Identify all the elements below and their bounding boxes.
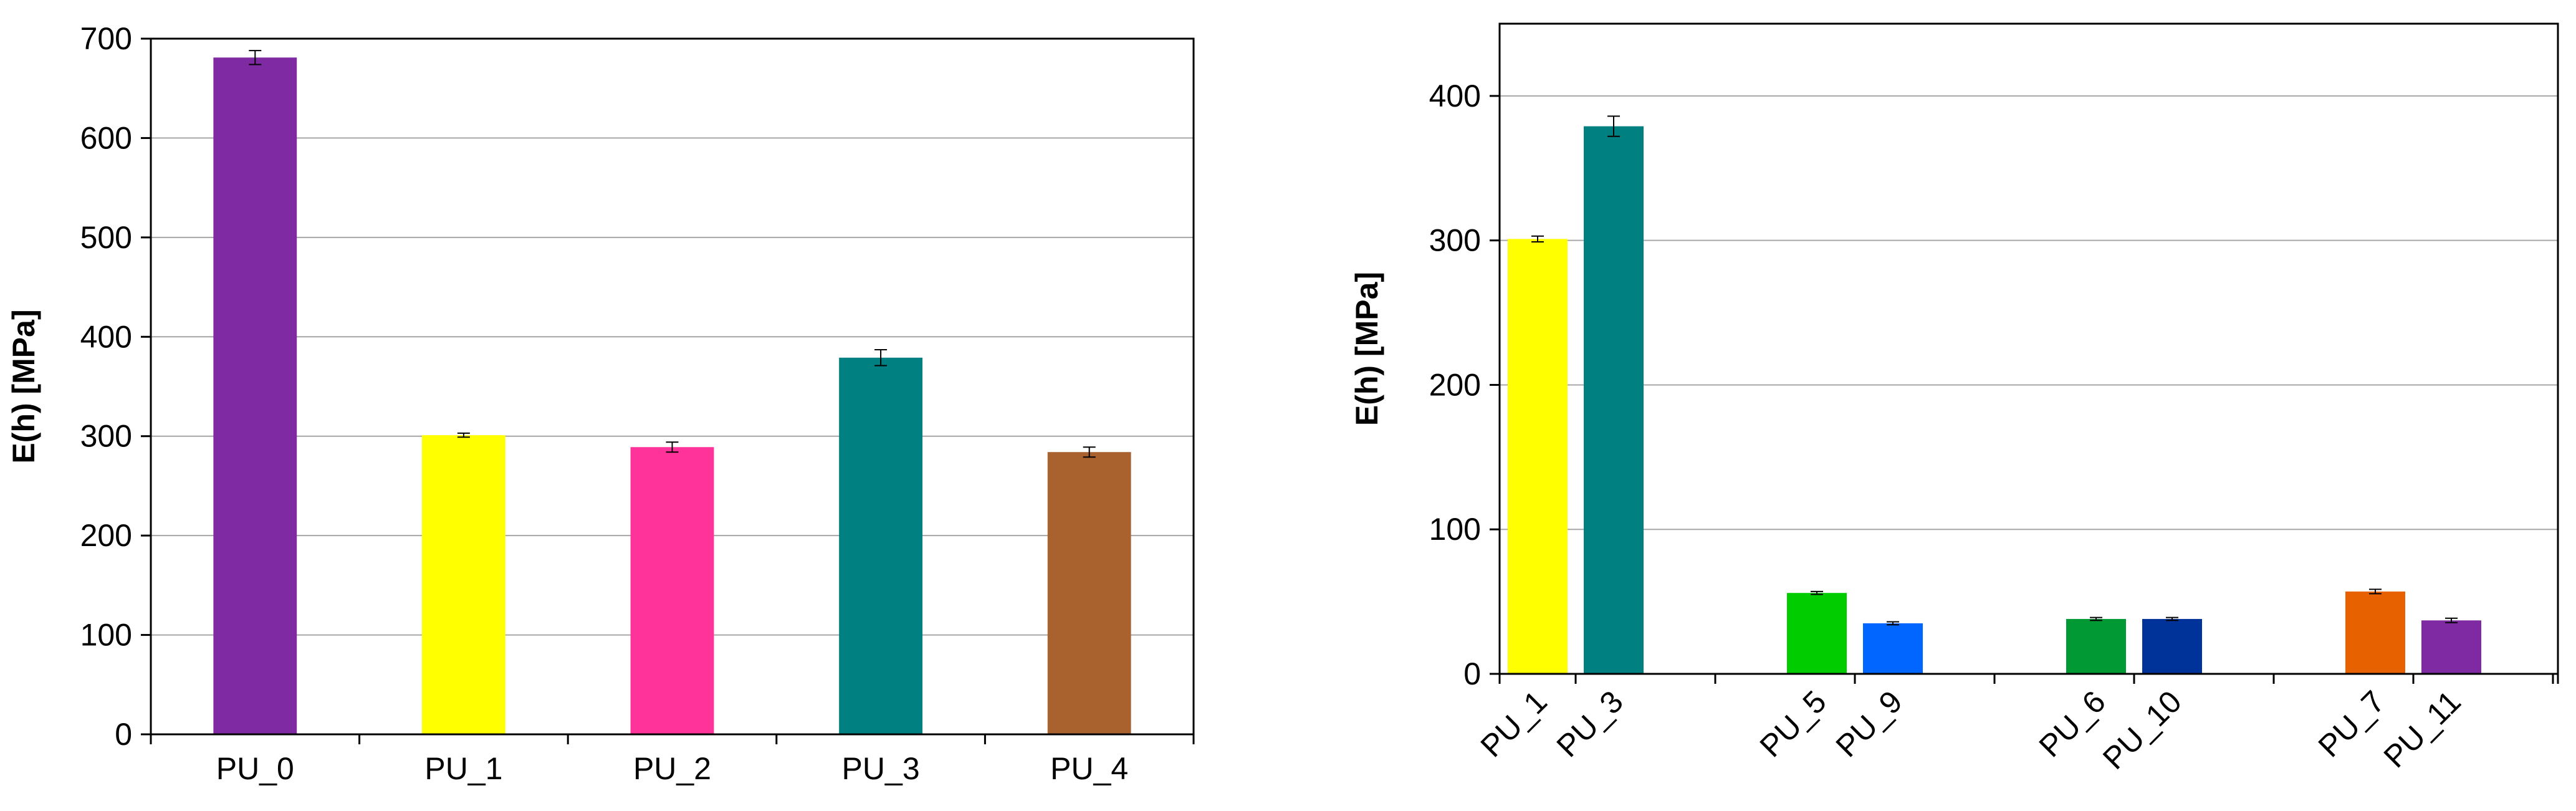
right-bar-pu-7 [2345, 591, 2405, 674]
right-bar-pu-1 [1508, 239, 1568, 674]
left-x-tick-label: PU_4 [1050, 751, 1128, 786]
right-error-bar [1531, 235, 1544, 242]
right-y-tick-label: 400 [1429, 79, 1481, 113]
right-error-bar [1607, 115, 1620, 137]
right-y-tick-label: 200 [1429, 367, 1481, 402]
left-bar-pu-0 [213, 57, 297, 735]
left-error-bar [874, 349, 888, 367]
left-y-tick-label: 700 [80, 21, 132, 56]
left-bar-chart: 0 100 200 300 400 500 600 700 PU_0 PU_1 PU_2 PU_3 PU… [6, 21, 1195, 786]
right-y-axis-label: E(h) [MPa] [1349, 272, 1384, 426]
right-bar-pu-3 [1584, 126, 1644, 674]
left-error-bar [666, 441, 679, 453]
left-bar-pu-4 [1047, 452, 1131, 734]
right-bar-pu-10 [2142, 618, 2202, 674]
right-error-bar [2166, 617, 2178, 621]
right-error-bar [2090, 617, 2102, 621]
left-y-tick-label: 500 [80, 220, 132, 255]
right-bar-pu-6 [2066, 618, 2126, 674]
left-error-bar [1083, 446, 1096, 458]
left-x-tick-label: PU_0 [216, 751, 294, 786]
right-error-bar [2369, 588, 2382, 595]
right-plot-frame [1498, 22, 2559, 675]
left-bar-pu-1 [421, 435, 505, 734]
left-error-bar [457, 432, 470, 438]
left-x-tick-label: PU_2 [633, 751, 711, 786]
left-x-tick-label: PU_1 [424, 751, 502, 786]
right-x-tick-label: PU_10 [2096, 684, 2188, 776]
right-x-tick-label: PU_9 [1829, 684, 1909, 764]
left-y-tick-label: 400 [80, 319, 132, 354]
right-error-bar [2445, 617, 2458, 623]
right-bar-pu-11 [2421, 620, 2481, 674]
left-x-tick-label: PU_3 [842, 751, 920, 786]
left-y-tick-label: 100 [80, 618, 132, 653]
right-x-tick-label: PU_5 [1753, 684, 1833, 764]
left-bar-pu-2 [630, 447, 714, 734]
left-y-tick-label: 300 [80, 419, 132, 454]
right-y-tick-label: 0 [1463, 656, 1481, 691]
right-x-tick-label: PU_11 [2377, 684, 2468, 774]
right-bar-pu-5 [1787, 593, 1847, 674]
right-x-tick-label: PU_3 [1550, 684, 1630, 764]
right-error-bar [1887, 621, 1899, 626]
right-x-tick-label: PU_1 [1474, 684, 1554, 764]
right-y-tick-label: 300 [1429, 223, 1481, 258]
left-y-tick-label: 200 [80, 518, 132, 553]
left-bar-pu-3 [839, 357, 923, 734]
right-error-bar [1811, 590, 1823, 595]
right-bar-pu-9 [1863, 623, 1923, 674]
left-plot-frame [150, 37, 1195, 736]
left-y-tick-label: 0 [115, 717, 132, 752]
left-error-bar [249, 50, 262, 65]
right-y-tick-label: 100 [1429, 512, 1481, 547]
left-y-axis-label: E(h) [MPa] [6, 309, 41, 463]
left-y-tick-label: 600 [80, 120, 132, 155]
